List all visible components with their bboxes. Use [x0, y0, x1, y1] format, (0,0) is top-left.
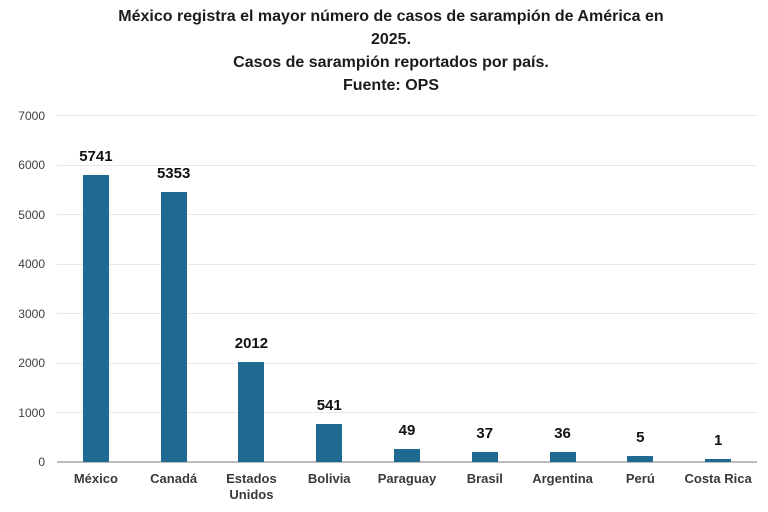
bar-value-label-brasil: 37: [476, 425, 494, 442]
x-axis-line: [57, 461, 757, 463]
x-axis-label-brasil: Brasil: [466, 471, 503, 486]
y-axis-tick-label-0: 0: [38, 455, 45, 469]
gridline-3000: [57, 313, 757, 314]
y-axis-tick-label-5000: 5000: [18, 207, 45, 222]
bar-value-label-paraguay: 49: [398, 422, 416, 439]
bar-estados-unidos: [238, 362, 265, 462]
y-axis-tick-label-2000: 2000: [18, 356, 45, 370]
chart-title-line-2: 2025.: [370, 31, 412, 48]
x-axis-label-peru: Perú: [625, 471, 655, 486]
chart-source-note: Fuente: OPS: [342, 77, 439, 94]
x-axis-label-paraguay: Paraguay: [377, 471, 437, 486]
gridline-1000: [57, 412, 757, 413]
y-axis-tick-label-1000: 1000: [18, 405, 45, 420]
x-axis-label-canada: Canadá: [150, 471, 198, 486]
bar-value-label-bolivia: 541: [316, 397, 342, 414]
x-axis-label-mexico: México: [73, 471, 118, 486]
x-axis-label-costa-rica: Costa Rica: [684, 471, 752, 486]
bar-value-label-argentina: 36: [554, 425, 571, 442]
gridline-2000: [57, 362, 757, 364]
bar-value-label-canada: 5353: [156, 165, 191, 182]
gridline-5000: [57, 214, 757, 215]
x-axis-label-argentina: Argentina: [532, 471, 593, 486]
bar-value-label-peru: 5: [636, 429, 645, 446]
gridline-4000: [57, 263, 757, 265]
y-axis-tick-label-4000: 4000: [18, 257, 45, 271]
chart-header: México registra el mayor número de casos…: [14, 5, 768, 97]
bar-argentina: [549, 452, 576, 462]
bar-value-label-estados-unidos: 2012: [234, 335, 269, 352]
bar-value-label-costa-rica: 1: [713, 432, 723, 449]
x-axis-label-estados-unidos: Estados Unidos: [226, 471, 277, 502]
gridline-6000: [57, 164, 757, 166]
bar-costa-rica: [705, 459, 732, 462]
y-axis-tick-label-7000: 7000: [18, 108, 45, 123]
gridline-7000: [57, 115, 757, 116]
chart-title-line-1: México registra el mayor número de casos…: [118, 8, 664, 25]
bar-peru: [627, 456, 654, 462]
bar-paraguay: [394, 449, 420, 462]
y-axis-tick-label-6000: 6000: [18, 158, 45, 172]
bar-value-label-mexico: 5741: [79, 148, 113, 165]
bar-canada: [160, 192, 187, 462]
bar-mexico: [82, 175, 109, 462]
bar-brasil: [471, 452, 498, 462]
x-axis-label-bolivia: Bolivia: [307, 471, 351, 486]
bar-bolivia: [316, 424, 343, 462]
y-axis-tick-label-3000: 3000: [18, 306, 45, 321]
chart-subtitle: Casos de sarampión reportados por país.: [233, 54, 549, 71]
